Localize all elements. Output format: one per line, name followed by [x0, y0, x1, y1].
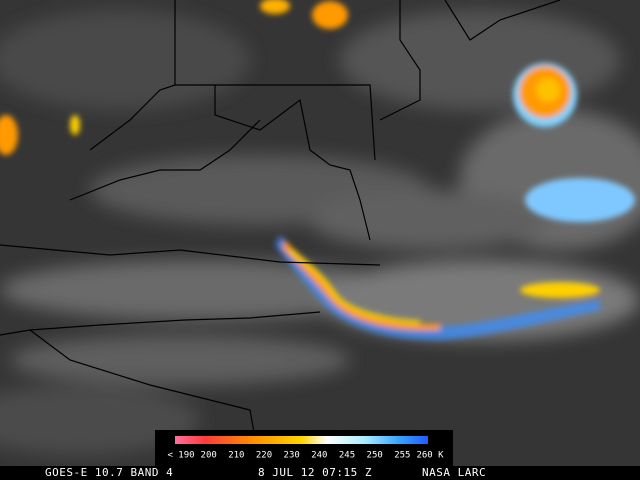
- colorbar-label: 230: [284, 451, 300, 461]
- cold-cloud-tops: [0, 0, 635, 340]
- credit: NASA LARC: [422, 466, 486, 479]
- colorbar-labels: < 190 200 210 220 230 240 245 250 255 260 K: [167, 451, 444, 461]
- colorbar-label: < 190: [167, 451, 194, 461]
- colorbar-label: 250: [367, 451, 383, 461]
- colorbar-label: 260 K: [416, 451, 444, 461]
- timestamp: 8 JUL 12 07:15 Z: [258, 466, 372, 479]
- state-borders: [0, 0, 561, 467]
- satellite-label: GOES-E 10.7 BAND 4: [45, 466, 173, 479]
- colorbar-label: 220: [256, 451, 272, 461]
- colorbar-label: 200: [201, 451, 217, 461]
- colorbar-label: 240: [311, 451, 327, 461]
- colorbar-label: 255: [394, 451, 410, 461]
- colorbar-label: 210: [228, 451, 244, 461]
- colorbar-label: 245: [339, 451, 355, 461]
- colorbar-panel: [155, 430, 453, 466]
- colorbar: [175, 436, 428, 444]
- footer-bar: [0, 466, 640, 480]
